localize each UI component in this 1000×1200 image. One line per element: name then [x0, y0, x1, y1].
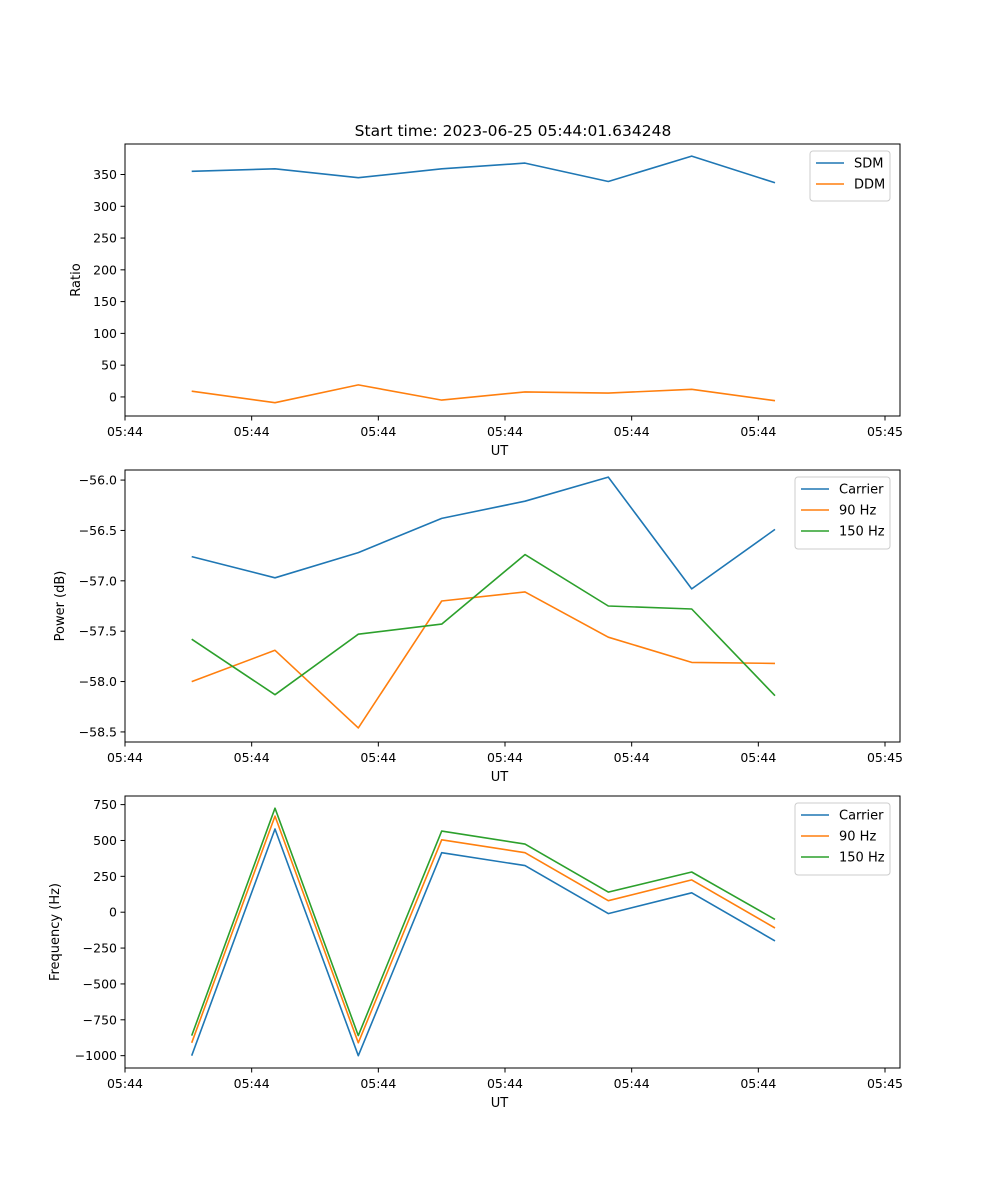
series-line-carrier: [190, 828, 776, 1057]
legend-label: Carrier: [839, 483, 884, 498]
x-tick-label: 05:44: [107, 424, 143, 439]
plot-frame: [124, 795, 901, 1069]
legend-label: 90 Hz: [839, 830, 876, 845]
legend-label: 150 Hz: [839, 851, 885, 866]
y-tick-label: −250: [83, 941, 117, 956]
y-tick-label: 300: [93, 199, 117, 214]
panels: 05:44 05:44 05:44 05:44 05:44 05:44 05:45 0 50 10…: [48, 143, 903, 1111]
y-axis-label: Power (dB): [53, 571, 68, 642]
x-axis-label: UT: [491, 770, 509, 785]
legend: SDM DDM: [809, 150, 891, 202]
figure-title: Start time: 2023-06-25 05:44:01.634248: [355, 122, 672, 140]
x-tick-label: 05:44: [487, 1076, 523, 1091]
series-line-150-hz: [190, 807, 776, 1037]
legend: Carrier 90 Hz 150 Hz: [794, 802, 891, 876]
series-line-sdm: [191, 155, 776, 184]
x-tick-label: 05:44: [360, 1076, 396, 1091]
y-tick-label: 500: [93, 833, 117, 848]
x-tick-label: 05:45: [867, 750, 903, 765]
y-tick-label: 50: [101, 358, 117, 373]
x-tick-label: 05:44: [234, 1076, 270, 1091]
x-tick-label: 05:44: [107, 1076, 143, 1091]
y-tick-label: −750: [83, 1012, 117, 1027]
legend-label: SDM: [854, 157, 883, 172]
y-tick-label: −58.5: [79, 724, 117, 739]
y-tick-label: 100: [93, 326, 117, 341]
x-tick-label: 05:44: [740, 424, 776, 439]
y-tick-label: −57.0: [79, 573, 117, 588]
y-tick-label: −56.0: [79, 473, 117, 488]
legend-label: Carrier: [839, 809, 884, 824]
chart-panel-1: 05:44 05:44 05:44 05:44 05:44 05:44 05:45 0 50 10…: [69, 143, 903, 459]
y-tick-label: −1000: [75, 1048, 117, 1063]
series-line-90-hz: [191, 591, 776, 729]
x-tick-label: 05:44: [614, 1076, 650, 1091]
y-tick-label: 250: [93, 869, 117, 884]
y-tick-label: −56.5: [79, 523, 117, 538]
x-tick-label: 05:44: [487, 750, 523, 765]
legend-label: 90 Hz: [839, 504, 876, 519]
x-tick-label: 05:44: [487, 424, 523, 439]
x-axis-label: UT: [491, 1096, 509, 1111]
chart-panel-2: 05:44 05:44 05:44 05:44 05:44 05:44 05:45 −58.5…: [53, 469, 903, 785]
plot-frame: [124, 143, 901, 417]
legend: Carrier 90 Hz 150 Hz: [794, 476, 891, 550]
y-tick-label: −500: [83, 976, 117, 991]
x-tick-label: 05:44: [740, 750, 776, 765]
y-tick-label: 0: [109, 389, 117, 404]
x-tick-label: 05:44: [614, 424, 650, 439]
x-tick-label: 05:45: [867, 424, 903, 439]
y-axis-label: Frequency (Hz): [48, 883, 63, 981]
x-tick-label: 05:44: [740, 1076, 776, 1091]
x-axis-label: UT: [491, 444, 509, 459]
plot-frame: [124, 469, 901, 743]
x-tick-label: 05:45: [867, 1076, 903, 1091]
series-line-ddm: [191, 384, 776, 404]
y-tick-label: 200: [93, 262, 117, 277]
x-tick-label: 05:44: [360, 424, 396, 439]
x-tick-label: 05:44: [107, 750, 143, 765]
x-tick-label: 05:44: [614, 750, 650, 765]
legend-label: DDM: [854, 178, 885, 193]
series-line-carrier: [191, 476, 776, 590]
series-line-90-hz: [190, 815, 776, 1044]
legend-label: 150 Hz: [839, 525, 885, 540]
x-tick-label: 05:44: [234, 424, 270, 439]
series-line-150-hz: [191, 553, 776, 697]
x-tick-label: 05:44: [360, 750, 396, 765]
y-tick-label: 150: [93, 294, 117, 309]
y-tick-label: 250: [93, 231, 117, 246]
y-tick-label: −57.5: [79, 624, 117, 639]
y-tick-label: 350: [93, 167, 117, 182]
y-tick-label: −58.0: [79, 674, 117, 689]
chart-panel-3: 05:44 05:44 05:44 05:44 05:44 05:44 05:45 −1000…: [48, 795, 903, 1111]
y-tick-label: 0: [109, 905, 117, 920]
x-tick-label: 05:44: [234, 750, 270, 765]
y-tick-label: 750: [93, 797, 117, 812]
y-axis-label: Ratio: [69, 263, 84, 296]
